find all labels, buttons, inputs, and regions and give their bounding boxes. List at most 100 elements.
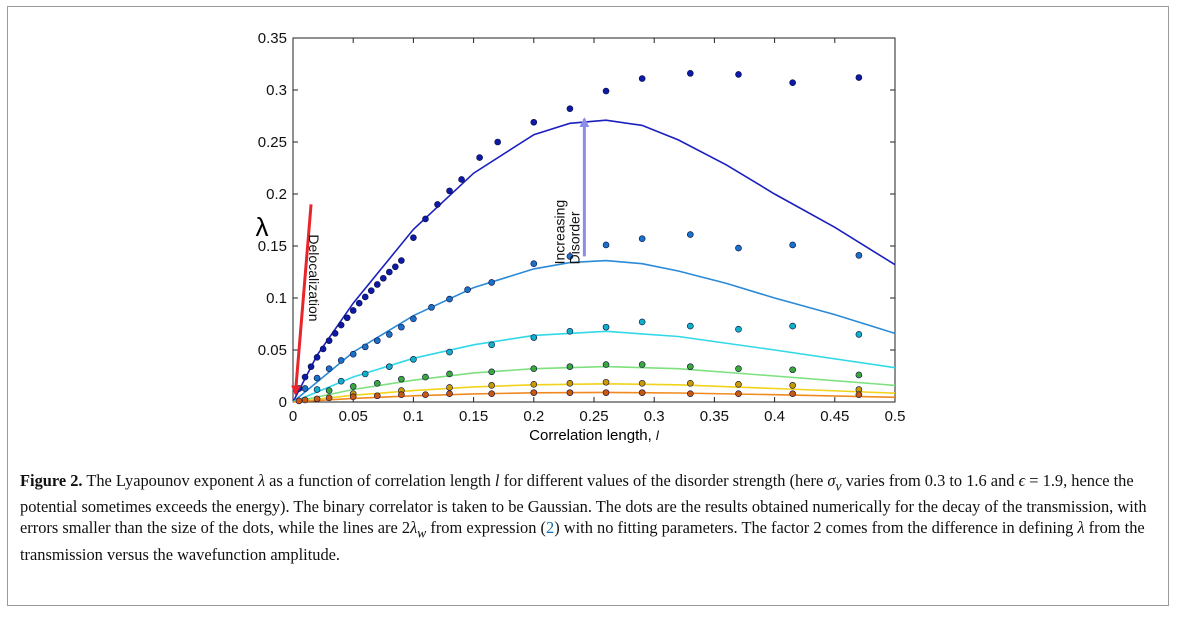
series-3-dot — [361, 370, 369, 378]
series-1-dot — [855, 74, 863, 81]
x-tick-label: 0.05 — [339, 408, 368, 425]
y-tick-label: 0.05 — [258, 342, 287, 359]
series-4-dot — [638, 361, 646, 368]
y-tick-label: 0 — [279, 394, 287, 411]
series-6-dot — [602, 389, 610, 396]
series-5-dot — [446, 384, 453, 391]
series-2-dot — [687, 231, 694, 238]
series-6-dot — [295, 397, 303, 405]
caption-text-3: for different values of the disorder str… — [499, 471, 828, 490]
figure-caption: Figure 2. The Lyapounov exponent λ as a … — [20, 470, 1155, 565]
series-2-dot — [464, 286, 471, 293]
caption-text-1: The Lyapounov exponent — [82, 471, 258, 490]
series-2-dot — [446, 295, 453, 303]
series-1-dot — [458, 176, 465, 183]
x-tick-label: 0.1 — [403, 408, 424, 425]
x-tick-label: 0.2 — [523, 408, 544, 425]
increasing-disorder-label: Increasing Disorder — [551, 200, 582, 265]
series-3-dot — [602, 323, 610, 331]
series-6-dot — [735, 390, 742, 397]
series-1-dot — [337, 321, 345, 329]
y-tick-label: 0.25 — [258, 134, 287, 151]
series-1-dot — [602, 87, 610, 95]
caption-lambda-2: λ — [1077, 518, 1085, 538]
series-3-dot — [530, 334, 538, 341]
series-1-dot — [313, 353, 321, 361]
series-4-dot — [373, 379, 381, 387]
series-1-dot — [566, 105, 574, 113]
series-3-dot — [855, 331, 863, 338]
delocalization-arrow — [291, 204, 313, 396]
series-2-dot — [373, 337, 381, 344]
series-1-dot — [434, 201, 441, 208]
series-2-dot — [530, 260, 538, 267]
series-6-dot — [313, 395, 321, 403]
x-axis-label: Correlation length, l — [529, 427, 660, 444]
series-4-dot — [349, 383, 357, 390]
x-tick-label: 0.5 — [885, 408, 906, 425]
series-3-dot — [735, 325, 742, 333]
delocalization-label: Delocalization — [306, 234, 322, 321]
series-3-dot — [687, 322, 694, 330]
series-2-dot — [566, 253, 574, 260]
y-tick-label: 0.35 — [258, 30, 287, 47]
x-tick-label: 0.35 — [700, 408, 729, 425]
y-axis-label: λ — [256, 212, 269, 242]
series-5-dot — [530, 381, 538, 388]
series-6-dot — [398, 391, 405, 399]
series-1-dot — [687, 70, 694, 77]
series-2-dot — [410, 315, 417, 323]
series-1-dot — [386, 268, 393, 276]
series-1-dot — [789, 79, 796, 87]
series-1-dot — [410, 234, 417, 241]
series-1-dot — [325, 337, 333, 344]
series-2-dot — [325, 365, 333, 373]
series-6-dot — [325, 394, 333, 402]
series-1-dot — [373, 281, 381, 288]
series-4-dot — [530, 365, 538, 373]
series-1-dot — [331, 330, 339, 337]
series-6-dot — [373, 392, 381, 400]
series-6-dot — [855, 391, 863, 399]
series-1-dot — [379, 274, 387, 282]
series-5-dot — [687, 379, 694, 387]
y-tick-label: 0.15 — [258, 238, 287, 255]
series-6-dot — [638, 389, 646, 396]
caption-sigma: σ — [827, 471, 836, 490]
series-3-dot — [566, 327, 574, 335]
caption-sigma-sub: v — [835, 478, 842, 494]
series-2-dot — [337, 357, 345, 364]
series-1-dot — [392, 263, 399, 271]
series-5-dot — [638, 379, 646, 387]
series-2-dot — [428, 304, 435, 311]
figure-frame — [7, 6, 1169, 606]
series-2-dot — [735, 244, 742, 252]
data-dots — [295, 70, 863, 405]
series-6-dot — [687, 390, 694, 397]
series-2-dot — [602, 241, 610, 249]
series-2-dot — [301, 385, 309, 392]
series-2-dot — [313, 374, 321, 382]
series-6-dot — [789, 390, 796, 397]
series-1-dot — [319, 345, 327, 353]
caption-equation-link[interactable]: 2 — [546, 518, 555, 538]
series-4-dot — [446, 370, 453, 378]
series-5-dot — [789, 382, 796, 389]
series-2-dot — [638, 235, 646, 243]
series-3-dot — [789, 322, 796, 330]
increasing-disorder-label-line: Disorder — [566, 211, 582, 264]
caption-text-7: ) with no fitting parameters. The factor… — [554, 518, 1078, 538]
x-tick-label: 0.25 — [579, 408, 608, 425]
x-tick-label: 0.45 — [820, 408, 849, 425]
series-4-dot — [488, 368, 495, 376]
x-tick-label: 0 — [289, 408, 297, 425]
series-4-dot — [855, 371, 863, 379]
series-6-dot — [566, 389, 574, 396]
series-1-dot — [361, 293, 369, 301]
series-2-dot — [855, 252, 863, 259]
series-4-dot — [687, 363, 694, 370]
series-1-dot — [530, 118, 538, 126]
caption-text-8: from the transmission versus the wavefun… — [20, 518, 1145, 564]
caption-lambda-w-sub: w — [417, 525, 427, 541]
series-4-dot — [602, 361, 610, 368]
